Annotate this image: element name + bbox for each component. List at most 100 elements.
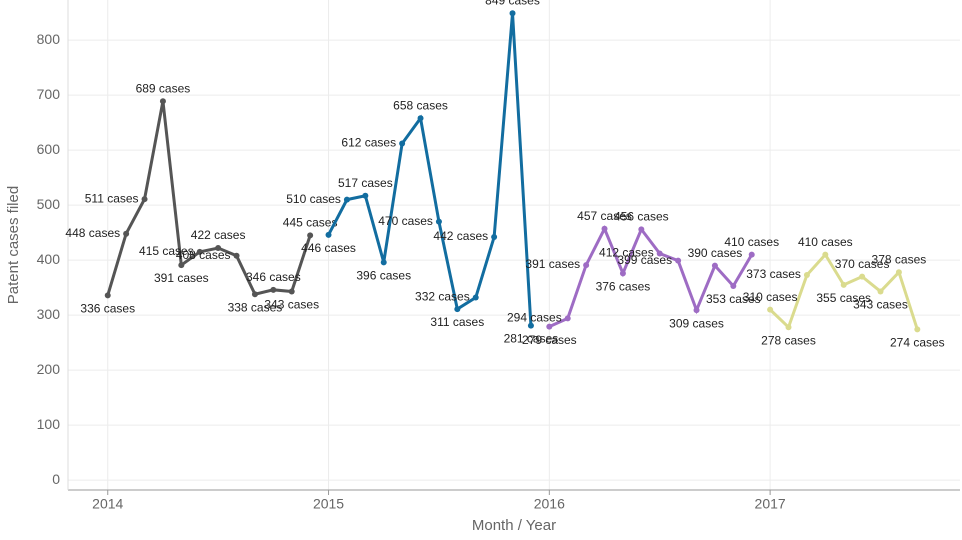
y-tick-label: 400 [37, 251, 61, 267]
data-label: 689 cases [136, 81, 191, 95]
series-line [106, 100, 312, 296]
data-point [803, 271, 810, 278]
data-label: 294 cases [507, 311, 562, 325]
data-point [399, 140, 406, 147]
data-label: 338 cases [228, 300, 283, 314]
data-point [693, 307, 700, 314]
data-label: 343 cases [264, 298, 319, 312]
data-point [748, 251, 755, 258]
data-point [675, 257, 682, 264]
data-point [527, 322, 534, 329]
x-tick-label: 2015 [313, 496, 344, 512]
data-point [840, 281, 847, 288]
data-label: 370 cases [835, 257, 890, 271]
data-label: 399 cases [617, 253, 672, 267]
y-axis-label: Patent cases filed [5, 186, 22, 304]
data-point [307, 232, 314, 239]
data-label: 410 cases [724, 235, 779, 249]
y-tick-label: 300 [37, 306, 61, 322]
data-label: 442 cases [433, 229, 488, 243]
data-label: 355 cases [816, 291, 871, 305]
y-tick-label: 100 [37, 416, 61, 432]
data-label: 470 cases [378, 214, 433, 228]
data-point [914, 326, 921, 333]
data-point [123, 230, 130, 237]
data-label: 456 cases [614, 209, 669, 223]
data-label: 612 cases [341, 136, 396, 150]
data-point [380, 259, 387, 266]
data-point [233, 252, 240, 259]
data-point [215, 245, 222, 252]
data-label: 332 cases [415, 290, 470, 304]
data-point [104, 292, 111, 299]
data-label: 658 cases [393, 98, 448, 112]
data-label: 415 cases [139, 244, 194, 258]
data-point [288, 288, 295, 295]
data-label: 279 cases [522, 333, 577, 347]
data-label: 408 cases [176, 248, 231, 262]
data-point [454, 306, 461, 313]
data-point [822, 251, 829, 258]
data-point [564, 315, 571, 322]
data-label: 390 cases [688, 246, 743, 260]
x-tick-label: 2017 [755, 496, 786, 512]
x-tick-label: 2016 [534, 496, 565, 512]
data-point [251, 291, 258, 298]
data-label: 346 cases [246, 270, 301, 284]
data-label: 412 cases [599, 246, 654, 260]
data-point [895, 269, 902, 276]
data-label: 278 cases [761, 333, 816, 347]
data-point [325, 231, 332, 238]
x-tick-label: 2014 [92, 496, 123, 512]
data-point [417, 115, 424, 122]
data-point [656, 250, 663, 257]
data-label: 353 cases [706, 292, 761, 306]
data-label: 309 cases [669, 316, 724, 330]
y-tick-label: 700 [37, 86, 61, 102]
data-label: 310 cases [743, 290, 798, 304]
data-point [159, 98, 166, 105]
data-point [343, 196, 350, 203]
data-point [270, 286, 277, 293]
series-line [548, 225, 754, 329]
data-point [767, 306, 774, 313]
data-label: 517 cases [338, 176, 393, 190]
y-tick-label: 600 [37, 141, 61, 157]
y-tick-label: 0 [52, 471, 60, 487]
data-point [877, 288, 884, 295]
data-label: 446 cases [301, 241, 356, 255]
data-point [601, 225, 608, 232]
data-label: 422 cases [191, 228, 246, 242]
data-label: 343 cases [853, 298, 908, 312]
data-point [711, 262, 718, 269]
data-label: 396 cases [356, 268, 411, 282]
data-label: 448 cases [65, 226, 120, 240]
data-label: 511 cases [85, 191, 139, 205]
data-label: 391 cases [154, 271, 209, 285]
y-tick-label: 800 [37, 31, 61, 47]
series-line [327, 13, 533, 326]
data-label: 336 cases [80, 301, 135, 315]
y-tick-label: 500 [37, 196, 61, 212]
data-label: 311 cases [430, 315, 484, 329]
data-point [196, 248, 203, 255]
data-point [141, 196, 148, 203]
data-label: 445 cases [283, 216, 338, 230]
data-point [546, 323, 553, 330]
data-label: 849 cases [485, 0, 540, 7]
data-point [583, 262, 590, 269]
data-label: 457 cases [577, 209, 632, 223]
data-label: 378 cases [872, 252, 927, 266]
data-point [619, 270, 626, 277]
data-label: 373 cases [746, 267, 801, 281]
data-point [785, 324, 792, 331]
data-point [472, 294, 479, 301]
data-point [178, 262, 185, 269]
data-label: 281 cases [504, 332, 559, 346]
data-label: 510 cases [286, 192, 341, 206]
data-point [435, 218, 442, 225]
data-point [491, 234, 498, 241]
data-point [638, 226, 645, 233]
data-point [509, 10, 516, 17]
